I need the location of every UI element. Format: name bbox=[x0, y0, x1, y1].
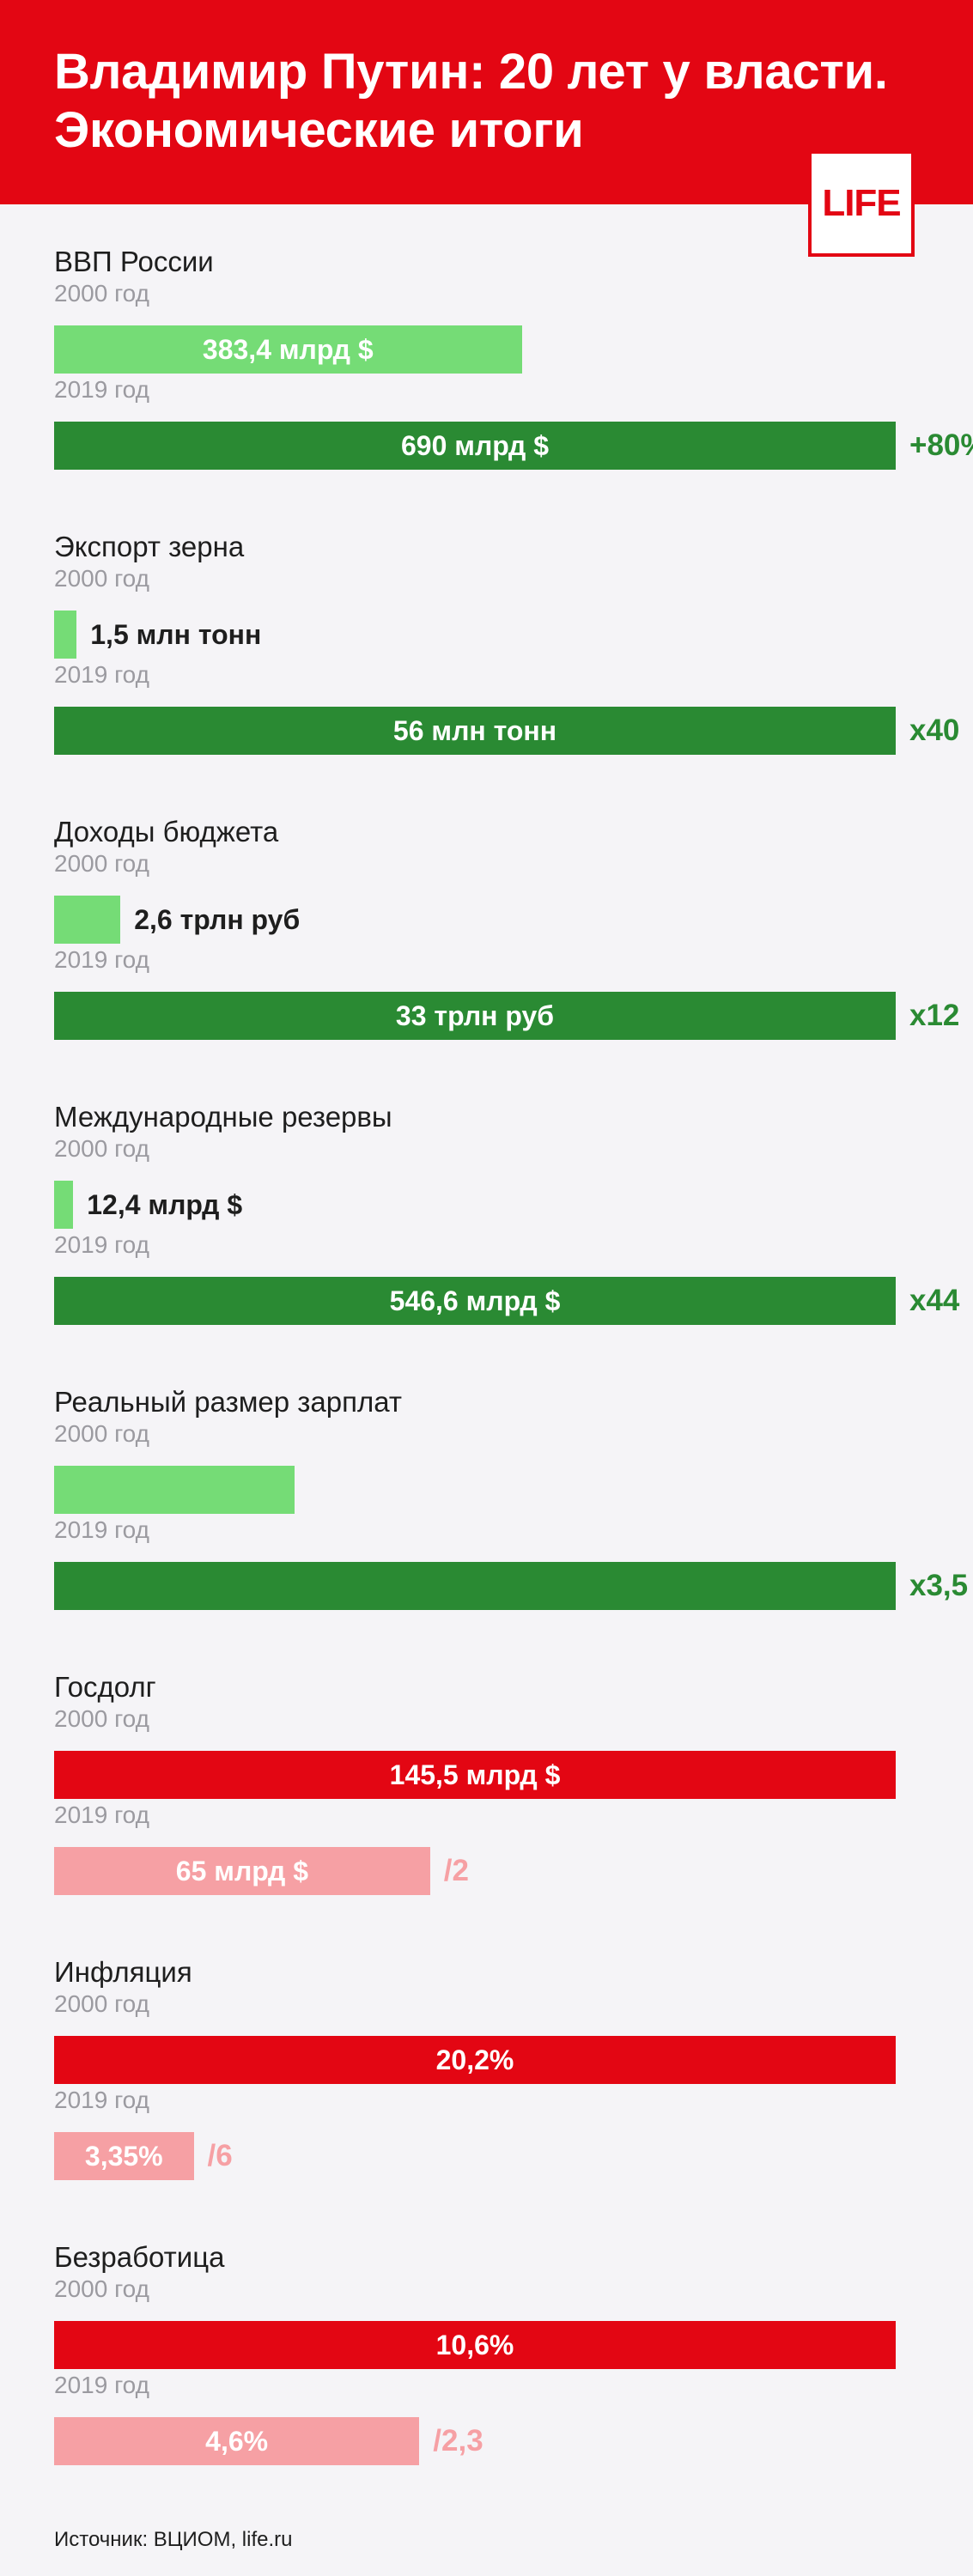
title-line-1: Владимир Путин: 20 лет у власти. bbox=[54, 44, 888, 100]
change-factor: +80% bbox=[909, 428, 973, 462]
source-note: Источник: ВЦИОМ, life.ru bbox=[54, 2528, 293, 2551]
bar-value-label: 65 млрд $ bbox=[175, 1856, 309, 1886]
panel-8: Безработица 2000 год 10,6% 2019 год 4,6% /2,3 bbox=[0, 2240, 973, 2524]
year-label: 2000 год bbox=[54, 280, 149, 307]
title-line-2: Экономические итоги bbox=[54, 102, 584, 158]
bar-value-label: 690 млрд $ bbox=[400, 430, 550, 461]
bar-2019 bbox=[54, 2417, 420, 2465]
bar-2000 bbox=[54, 2036, 896, 2084]
panel-3: Доходы бюджета 2000 год 2,6 трлн руб 2019 г… bbox=[0, 815, 973, 1098]
bar-value-label: 20,2% bbox=[435, 2044, 514, 2075]
bar-value-label: 10,6% bbox=[435, 2330, 514, 2360]
change-factor: /6 bbox=[207, 2139, 233, 2172]
bar-2019 bbox=[54, 1277, 896, 1325]
bar-value-label: 383,4 млрд $ bbox=[202, 334, 374, 365]
change-factor: /2 bbox=[443, 1854, 469, 1887]
bar-2000 bbox=[54, 1751, 896, 1799]
panel-title: Безработица bbox=[54, 2241, 225, 2273]
panel-4: Международные резервы 2000 год 12,4 млрд $… bbox=[0, 1100, 973, 1383]
change-factor: x3,5 bbox=[909, 1569, 969, 1602]
bar-2000 bbox=[54, 1181, 74, 1229]
year-label: 2000 год bbox=[54, 1705, 149, 1732]
bar-value-label: 56 млн тонн bbox=[392, 715, 557, 746]
bar-2019 bbox=[54, 422, 896, 470]
change-factor: x44 bbox=[909, 1284, 960, 1317]
year-label: 2000 год bbox=[54, 1990, 149, 2017]
year-label: 2000 год bbox=[54, 2275, 149, 2302]
panel-2: Экспорт зерна 2000 год 1,5 млн тонн 2019 го… bbox=[0, 530, 973, 813]
year-label: 2019 год bbox=[54, 1231, 149, 1258]
year-label: 2000 год bbox=[54, 850, 149, 877]
bar-2000 bbox=[54, 2321, 896, 2369]
bar-2000 bbox=[54, 896, 121, 944]
bar-2000 bbox=[54, 611, 77, 659]
header-banner: Владимир Путин: 20 лет у власти. Экономи… bbox=[0, 0, 973, 204]
page-title: Владимир Путин: 20 лет у власти. Экономи… bbox=[54, 43, 888, 160]
panel-title: Реальный размер зарплат bbox=[54, 1386, 402, 1418]
bar-value-label: 1,5 млн тонн bbox=[90, 619, 262, 650]
bar-value-label: 12,4 млрд $ bbox=[87, 1189, 243, 1220]
bar-2019 bbox=[54, 1847, 430, 1895]
year-label: 2019 год bbox=[54, 1801, 149, 1828]
year-label: 2000 год bbox=[54, 565, 149, 592]
change-factor: x12 bbox=[909, 999, 960, 1032]
panel-7: Инфляция 2000 год 20,2% 2019 год 3,35% /6 bbox=[0, 1955, 973, 2239]
life-logo: LIFE bbox=[808, 150, 915, 257]
bar-2019 bbox=[54, 992, 896, 1040]
year-label: 2019 год bbox=[54, 946, 149, 973]
panel-title: Экспорт зерна bbox=[54, 531, 245, 562]
bar-value-label: 3,35% bbox=[84, 2141, 163, 2172]
year-label: 2019 год bbox=[54, 2372, 149, 2398]
bar-2019 bbox=[54, 2132, 194, 2180]
panel-title: Госдолг bbox=[54, 1671, 156, 1703]
panel-title: Международные резервы bbox=[54, 1101, 392, 1133]
year-label: 2019 год bbox=[54, 2087, 149, 2113]
panel-title: Доходы бюджета bbox=[54, 816, 279, 848]
bar-2019 bbox=[54, 1562, 896, 1610]
year-label: 2019 год bbox=[54, 376, 149, 403]
bar-value-label: 4,6% bbox=[205, 2426, 269, 2457]
year-label: 2000 год bbox=[54, 1420, 149, 1447]
bar-2019 bbox=[54, 707, 896, 755]
panel-1: ВВП России 2000 год 383,4 млрд $ 2019 год 69… bbox=[0, 245, 973, 528]
panel-title: ВВП России bbox=[54, 246, 214, 277]
change-factor: x40 bbox=[909, 714, 960, 747]
panel-6: Госдолг 2000 год 145,5 млрд $ 2019 год 65 мл… bbox=[0, 1670, 973, 1953]
panel-5: Реальный размер зарплат 2000 год 2019 год x… bbox=[0, 1385, 973, 1668]
bar-value-label: 2,6 трлн руб bbox=[134, 904, 301, 935]
bar-value-label: 145,5 млрд $ bbox=[389, 1759, 561, 1790]
bar-2000 bbox=[54, 1466, 295, 1514]
bar-value-label: 546,6 млрд $ bbox=[389, 1285, 561, 1316]
year-label: 2000 год bbox=[54, 1135, 149, 1162]
panel-title: Инфляция bbox=[54, 1956, 192, 1988]
change-factor: /2,3 bbox=[433, 2424, 483, 2458]
bar-value-label: 33 трлн руб bbox=[395, 1000, 555, 1031]
bar-2000 bbox=[54, 325, 522, 374]
year-label: 2019 год bbox=[54, 1516, 149, 1543]
year-label: 2019 год bbox=[54, 661, 149, 688]
